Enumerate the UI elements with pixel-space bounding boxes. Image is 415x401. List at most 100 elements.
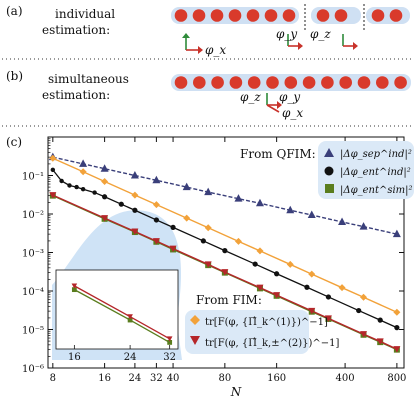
atom-a-3	[228, 9, 242, 22]
x-axis: 8 16 24 32 40 80 160 400 800	[50, 137, 406, 384]
panel-c: (c) 8 16 24 32 40 80 160 400 800 10⁻⁶10⁻⁵10⁻⁴10⁻…	[6, 135, 414, 399]
point-sep-2	[100, 164, 109, 172]
atom-b-11	[376, 76, 389, 89]
panel-b-label-line1: simultaneous	[48, 72, 129, 86]
x-tick-label-400: 400	[336, 373, 355, 384]
axis-label-b-phi-y: φ_y	[279, 90, 300, 104]
x-tick-label-160: 160	[267, 373, 286, 384]
point-fim1-10	[308, 270, 316, 278]
inset-x-tick-label-24: 24	[124, 352, 137, 363]
point-fim1-5	[183, 214, 191, 222]
inset-point-fim2-2	[166, 336, 173, 342]
atom-b-1	[193, 76, 206, 89]
point-sep-8	[255, 198, 264, 207]
axis-label-phi-z: φ_z	[310, 27, 331, 41]
atom-a-1	[192, 9, 206, 22]
inset-x-tick-label-32: 32	[163, 352, 176, 363]
point-sep-9	[286, 205, 295, 214]
inset-point-fim2-0	[71, 283, 78, 289]
point-fim2-2	[131, 228, 139, 236]
point-sep-3	[130, 171, 139, 179]
atom-a-6	[282, 9, 296, 22]
legend-qfim: From QFIM: |Δφ_sep^ind|² |Δφ_ent^ind|² |…	[240, 141, 414, 199]
atom-a-5	[264, 9, 278, 22]
point-sep-6	[204, 187, 213, 196]
legend-qfim-title: From QFIM:	[240, 147, 316, 161]
point-fim1-2	[101, 177, 109, 185]
point-fim1-3	[131, 191, 139, 199]
point-fim1-6	[204, 224, 212, 232]
inset-point-ent_sim-2	[167, 339, 173, 345]
axis-label-phi-y: φ_y	[276, 27, 297, 41]
x-tick-label-32: 32	[150, 373, 163, 384]
axis-triad-y: φ_y	[276, 27, 303, 50]
point-ent_ind-9	[153, 217, 159, 223]
point-sep-11	[338, 217, 347, 225]
point-ent_ind-18	[377, 317, 383, 323]
point-fim1-0	[49, 154, 57, 162]
axis-label-b-phi-x: φ_x	[282, 106, 303, 120]
legend-fim: From FIM: tr[F(φ, {Π̂_k^(1)})^−1] tr[F(φ…	[185, 293, 340, 354]
legend-marker-fim2	[190, 336, 200, 345]
x-tick-label-80: 80	[218, 373, 231, 384]
panel-b-label-line2: estimation:	[42, 88, 110, 102]
series-line-sep	[52, 156, 398, 235]
x-tick-label-800: 800	[387, 373, 406, 384]
series-line-fim2	[52, 194, 398, 350]
point-ent_ind-14	[274, 271, 280, 277]
x-tick-label-24: 24	[129, 373, 142, 384]
point-ent_ind-4	[80, 187, 86, 192]
point-fim2-12	[376, 338, 384, 345]
panel-a: (a) individual estimation: φ_x φ_y φ_z	[6, 4, 410, 57]
point-fim2-8	[273, 292, 281, 299]
point-fim2-4	[169, 245, 177, 253]
x-axis-label: N	[230, 385, 242, 399]
inset-point-fim2-1	[127, 314, 133, 320]
y-axis: 10⁻⁶ 10⁻⁵ 10⁻⁴ 10⁻³ 10⁻² 10⁻¹	[22, 138, 404, 375]
point-ent_ind-3	[74, 184, 79, 190]
legend-fim-title: From FIM:	[196, 293, 262, 307]
point-ent_ind-11	[200, 238, 206, 244]
x-tick-label-16: 16	[98, 373, 111, 384]
atom-a-0	[174, 9, 188, 22]
point-sep-7	[234, 194, 243, 202]
legend-fim-box	[185, 310, 309, 354]
point-ent_ind-7	[118, 201, 124, 207]
point-ent_ind-13	[252, 261, 258, 267]
panel-a-tag: (a)	[6, 4, 23, 18]
panel-a-label-line2: estimation:	[42, 23, 110, 37]
atom-b-2	[211, 76, 224, 89]
inset-point-ent_sim-0	[71, 287, 77, 293]
point-fim1-12	[360, 293, 368, 301]
legend-marker-ent-sim	[325, 184, 334, 193]
point-fim1-13	[393, 308, 401, 316]
panel-c-tag: (c)	[6, 135, 22, 149]
atom-b-8	[321, 76, 334, 89]
point-sep-13	[392, 229, 401, 238]
atom-a-2	[210, 9, 224, 22]
atom-row-a	[174, 9, 403, 22]
point-fim1-4	[152, 201, 160, 209]
legend-qfim-box	[318, 141, 414, 199]
point-ent_ind-12	[222, 248, 228, 254]
point-fim2-5	[204, 261, 212, 268]
axis-triad-x: φ_x	[182, 33, 226, 57]
legend-label-ent-sim: |Δφ_ent^sim|²	[340, 185, 413, 196]
y-tick-label-0: 10⁻⁶	[22, 364, 44, 375]
point-fim2-9	[308, 307, 316, 315]
point-ent_ind-0	[50, 167, 56, 173]
inset-plot: 16 24 32	[55, 269, 179, 363]
inset-x-tick-label-16: 16	[68, 352, 81, 363]
point-ent_ind-10	[170, 224, 176, 230]
axis-triad-z: φ_z	[310, 27, 358, 50]
axis-triad-b: φ_z φ_y φ_x	[240, 90, 303, 120]
point-fim1-8	[256, 247, 264, 255]
point-fim2-11	[360, 331, 368, 338]
legend-label-ent-ind: |Δφ_ent^ind|²	[340, 167, 411, 178]
series-line-fim1	[52, 157, 398, 313]
point-fim1-7	[234, 237, 242, 245]
panel-b-tag: (b)	[6, 69, 23, 83]
x-tick-label-8: 8	[50, 373, 56, 384]
atom-b-12	[394, 76, 407, 89]
inset-x-axis: 16 24 32	[68, 345, 176, 363]
